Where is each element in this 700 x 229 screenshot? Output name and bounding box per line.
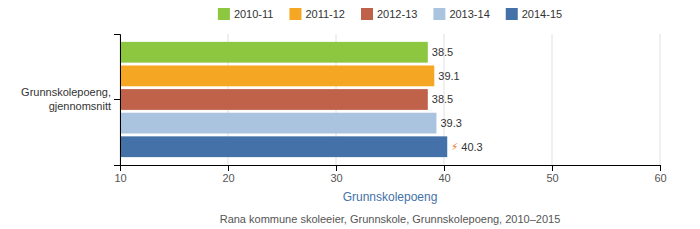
data-label: 39.1 (438, 70, 459, 82)
plot: 38.5 39.1 38.5 39.3 ⚡40.3 10 20 30 40 50 60 Grunnsk… (21, 34, 667, 184)
x-tick-label: 50 (546, 172, 558, 184)
y-tick-label: Grunnskolepoeng,gjennomsnitt (21, 86, 111, 111)
data-label: 39.3 (440, 117, 461, 129)
legend-label: 2010-11 (234, 8, 274, 20)
legend-swatch (506, 8, 518, 20)
footnote: Rana kommune skoleeier, Grunnskole, Grun… (220, 213, 561, 225)
x-tick-mark (660, 165, 661, 171)
bar (120, 136, 447, 157)
x-tick: 10 (114, 165, 126, 184)
x-axis-title: Grunnskolepoeng (343, 190, 438, 204)
bar (120, 113, 436, 134)
x-tick-label: 20 (222, 172, 234, 184)
legend-swatch (289, 8, 301, 20)
y-axis: Grunnskolepoeng,gjennomsnitt (21, 35, 120, 166)
y-axis-line (114, 35, 121, 166)
legend-label: 2014-15 (522, 8, 562, 20)
legend-swatch (218, 8, 230, 20)
x-tick-label: 40 (438, 172, 450, 184)
legend-item: 2014-15 (506, 8, 562, 20)
data-label: 40.3 (461, 141, 482, 153)
legend-label: 2013-14 (449, 8, 489, 20)
data-labels: 38.5 39.1 38.5 39.3 ⚡40.3 (432, 46, 483, 152)
grid-line (660, 34, 661, 165)
x-tick-label: 60 (654, 172, 666, 184)
x-tick: 50 (546, 165, 558, 184)
y-tick: Grunnskolepoeng,gjennomsnitt (21, 86, 120, 111)
grid (120, 34, 660, 165)
data-label: 38.5 (432, 93, 453, 105)
x-tick: 40 (438, 165, 450, 184)
x-tick-label: 30 (330, 172, 342, 184)
x-tick-mark (552, 165, 553, 171)
bars (120, 42, 447, 157)
legend-item: 2011-12 (289, 8, 345, 20)
legend-swatch (433, 8, 445, 20)
x-axis: 10 20 30 40 50 60 (114, 165, 666, 184)
legend-label: 2012-13 (377, 8, 417, 20)
x-tick: 30 (330, 165, 342, 184)
grid-line (552, 34, 553, 165)
bar (120, 65, 434, 86)
bar (120, 42, 428, 63)
annotation: ⚡ (451, 141, 458, 152)
legend-item: 2010-11 (218, 8, 274, 20)
chart: 38.5 39.1 38.5 39.3 ⚡40.3 10 20 30 40 50 60 Grunnsk… (0, 0, 700, 229)
x-tick-mark (336, 165, 337, 171)
legend: 2010-11 2011-12 2012-13 2013-14 2014-15 (218, 8, 562, 20)
x-tick-label: 10 (114, 172, 126, 184)
data-label: 38.5 (432, 46, 453, 58)
bar (120, 89, 428, 110)
x-tick-mark (228, 165, 229, 171)
legend-swatch (361, 8, 373, 20)
y-tick-mark (114, 99, 120, 100)
legend-item: 2013-14 (433, 8, 489, 20)
x-axis-line (121, 166, 661, 172)
legend-item: 2012-13 (361, 8, 417, 20)
x-tick-mark (444, 165, 445, 171)
x-tick: 20 (222, 165, 234, 184)
x-tick: 60 (654, 165, 666, 184)
legend-label: 2011-12 (305, 8, 345, 20)
